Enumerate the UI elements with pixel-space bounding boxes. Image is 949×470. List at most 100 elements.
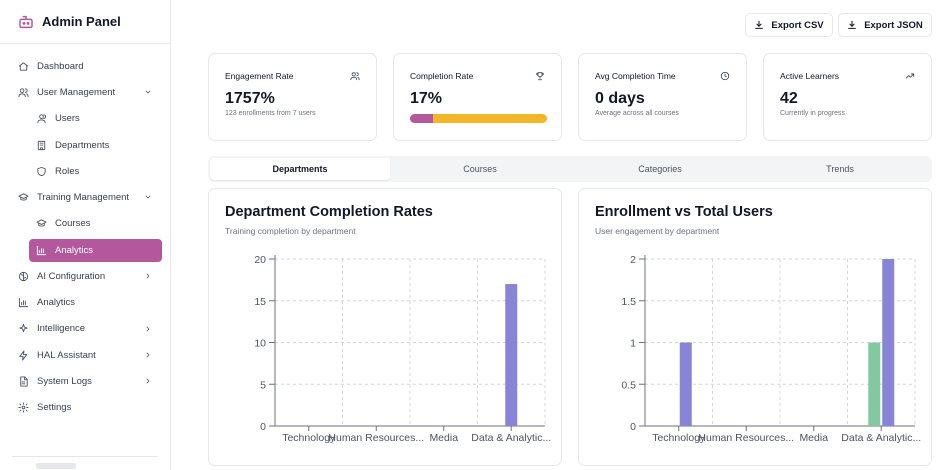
sidebar-divider [12, 456, 158, 457]
sidebar-item-intelligence[interactable]: Intelligence [0, 316, 170, 342]
shield-icon [37, 166, 46, 176]
y-tick-label: 1 [630, 338, 636, 350]
chevron-right-icon[interactable] [144, 272, 152, 280]
enrollment-chart-card: Enrollment vs Total Users User engagemen… [578, 188, 932, 466]
chevron-right-icon[interactable] [144, 377, 152, 385]
y-tick-label: 1.5 [621, 296, 636, 308]
sidebar-item-label: Intelligence [37, 323, 86, 335]
bar-chart-icon [18, 297, 29, 308]
y-tick-label: 0 [260, 421, 266, 433]
stat-card-avg-time: Avg Completion Time 0 days Average acros… [578, 53, 747, 141]
stat-value: 1757% [225, 90, 275, 107]
bot-icon [19, 15, 33, 28]
sidebar-item-label: Departments [55, 139, 110, 151]
bar-data-analytic[interactable] [868, 342, 881, 427]
sidebar-item-label: Courses [55, 218, 91, 230]
stat-card-completion: Completion Rate 17% [393, 53, 562, 141]
sidebar-item-label: Roles [55, 165, 80, 177]
bar-data-analytic[interactable] [505, 284, 518, 426]
chart-subtitle: User engagement by department [595, 226, 720, 236]
completion-progress-bar [410, 114, 547, 123]
sidebar-item-courses[interactable]: Courses [0, 211, 170, 237]
tab-categories[interactable]: Categories [638, 164, 682, 174]
sidebar-item-label: Users [55, 113, 80, 125]
user-icon [37, 114, 47, 124]
sidebar-item-user-management[interactable]: User Management [0, 79, 170, 105]
gear-icon [18, 402, 29, 413]
sidebar-item-roles[interactable]: Roles [0, 158, 170, 184]
sidebar-nav: Dashboard User Management Users Departments… [0, 53, 170, 421]
users-icon [350, 72, 360, 81]
trending-up-icon [905, 73, 915, 79]
stat-card-engagement: Engagement Rate 1757% 123 enrollments fr… [208, 53, 377, 141]
chevron-down-icon[interactable] [144, 193, 152, 201]
sidebar-item-analytics[interactable]: Analytics [29, 239, 162, 263]
bar-technology[interactable] [679, 342, 692, 427]
sidebar-item-label: AI Configuration [37, 270, 106, 282]
stat-label: Active Learners [780, 71, 840, 81]
stat-sub: Average across all courses [595, 110, 679, 117]
building-icon [37, 140, 46, 150]
sidebar-item-label: User Management [37, 86, 116, 98]
x-tick-label: Technology [282, 432, 336, 444]
x-tick-label: Media [429, 432, 458, 444]
graduation-cap-icon [18, 193, 29, 201]
x-tick-label: Human Resources... [328, 432, 424, 444]
tab-departments[interactable]: Departments [210, 158, 390, 180]
download-icon [755, 20, 764, 29]
analytics-tabs: Departments Courses Categories Trends [208, 156, 932, 182]
y-tick-label: 2 [630, 254, 636, 266]
stat-value: 0 days [595, 90, 645, 107]
bar-chart-icon [36, 245, 47, 256]
sidebar-item-label: Training Management [37, 192, 130, 204]
sidebar: Admin Panel Dashboard User Management User… [0, 0, 171, 470]
x-tick-label: Human Resources... [698, 432, 794, 444]
stat-value: 17% [410, 90, 443, 107]
export-json-button[interactable]: Export JSON [838, 13, 932, 37]
x-tick-label: Media [799, 432, 828, 444]
sidebar-item-label: Settings [37, 402, 72, 414]
sidebar-item-dashboard[interactable]: Dashboard [0, 53, 170, 79]
stat-label: Avg Completion Time [595, 71, 676, 81]
trophy-icon [536, 72, 544, 81]
sidebar-item-label: Analytics [55, 245, 94, 257]
graduation-cap-icon [36, 219, 47, 227]
tab-courses[interactable]: Courses [463, 164, 497, 174]
x-tick-label: Data & Analytic... [841, 432, 921, 444]
sidebar-item-analytics[interactable]: Analytics [0, 289, 170, 315]
sidebar-item-label: HAL Assistant [37, 349, 96, 361]
stat-value: 42 [780, 90, 798, 107]
completion-chart-card: Department Completion Rates Training com… [208, 188, 562, 466]
chart-title: Department Completion Rates [225, 204, 433, 220]
sidebar-item-users[interactable]: Users [0, 106, 170, 132]
sidebar-item-system-logs[interactable]: System Logs [0, 368, 170, 394]
sidebar-item-ai-configuration[interactable]: AI Configuration [0, 263, 170, 289]
stat-card-active-learners: Active Learners 42 Currently in progress [763, 53, 932, 141]
sidebar-item-label: Analytics [37, 297, 76, 309]
sidebar-item-label: Dashboard [37, 60, 84, 72]
stat-label: Engagement Rate [225, 71, 294, 81]
sidebar-item-settings[interactable]: Settings [0, 395, 170, 421]
tab-trends[interactable]: Trends [826, 164, 854, 174]
chevron-down-icon[interactable] [144, 88, 152, 96]
y-tick-label: 15 [254, 296, 266, 308]
y-tick-label: 5 [260, 379, 266, 391]
sparkles-icon [19, 324, 28, 333]
clock-icon [720, 71, 730, 81]
chart-title: Enrollment vs Total Users [595, 204, 773, 220]
x-tick-label: Data & Analytic... [471, 432, 551, 444]
bar-data-analytic[interactable] [882, 259, 895, 426]
brand: Admin Panel [0, 0, 170, 44]
brain-icon [18, 271, 29, 281]
sidebar-item-training-management[interactable]: Training Management [0, 184, 170, 210]
chevron-right-icon[interactable] [144, 325, 152, 333]
chevron-right-icon[interactable] [144, 351, 152, 359]
sidebar-item-hal-assistant[interactable]: HAL Assistant [0, 342, 170, 368]
y-tick-label: 0.5 [621, 379, 636, 391]
export-csv-button[interactable]: Export CSV [745, 13, 833, 37]
stat-sub: Currently in progress [780, 110, 845, 117]
sidebar-item-departments[interactable]: Departments [0, 132, 170, 158]
x-tick-label: Technology [652, 432, 706, 444]
